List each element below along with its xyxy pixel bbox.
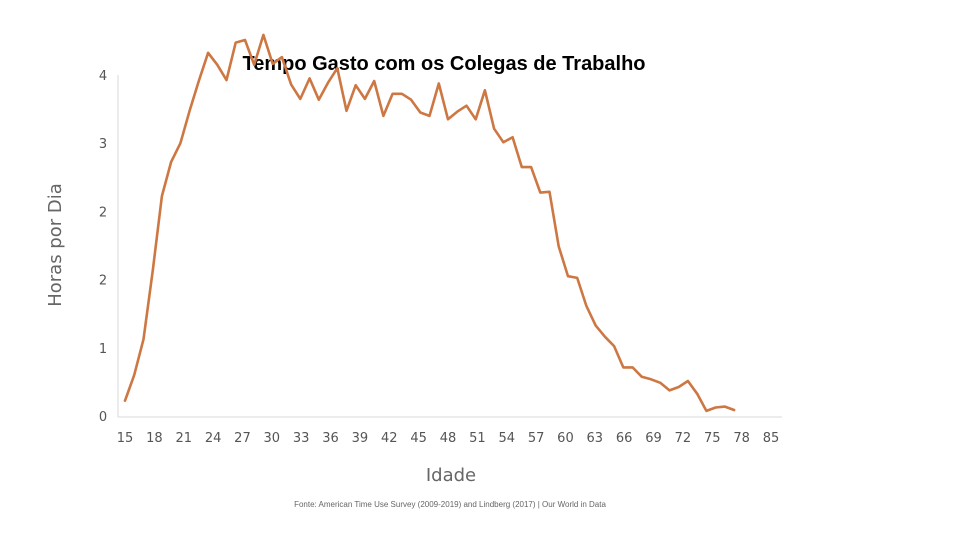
x-tick-label: 18: [146, 431, 163, 446]
x-tick-label: 36: [322, 431, 339, 446]
x-tick-labels: 15 18 21 24 27 30 33 36 39 42 45 48 51 54 57 60 63 66 69 72…: [117, 431, 780, 446]
x-tick-label: 39: [352, 431, 369, 446]
x-tick-label: 33: [293, 431, 310, 446]
y-tick-label: 4: [99, 69, 107, 84]
x-tick-label: 63: [587, 431, 604, 446]
chart-title: Tempo Gasto com os Colegas de Trabalho: [242, 53, 645, 75]
x-tick-label: 54: [498, 431, 515, 446]
x-tick-label: 24: [205, 431, 222, 446]
y-tick-label: 3: [99, 137, 107, 152]
x-tick-label: 48: [440, 431, 457, 446]
x-tick-label: 42: [381, 431, 398, 446]
x-tick-label: 78: [733, 431, 750, 446]
x-tick-label: 57: [528, 431, 545, 446]
series-line: [123, 33, 736, 413]
x-tick-label: 15: [117, 431, 134, 446]
x-tick-label: 27: [234, 431, 251, 446]
x-tick-label: 60: [557, 431, 574, 446]
source-note: Fonte: American Time Use Survey (2009-20…: [294, 500, 606, 509]
x-axis-label: Idade: [426, 465, 476, 486]
y-tick-labels: 0 1 2 2 3 4: [99, 69, 107, 425]
y-axis-label: Horas por Dia: [45, 183, 66, 307]
x-tick-label: 45: [410, 431, 427, 446]
y-tick-label: 2: [99, 205, 107, 220]
y-tick-label: 0: [99, 410, 107, 425]
x-tick-label: 75: [704, 431, 721, 446]
y-tick-label: 2: [99, 274, 107, 289]
y-tick-label: 1: [99, 342, 107, 357]
x-tick-label: 69: [645, 431, 662, 446]
x-tick-label: 51: [469, 431, 486, 446]
x-tick-label: 85: [763, 431, 780, 446]
x-tick-label: 30: [264, 431, 281, 446]
x-tick-label: 72: [675, 431, 692, 446]
x-tick-label: 21: [175, 431, 192, 446]
x-tick-label: 66: [616, 431, 633, 446]
